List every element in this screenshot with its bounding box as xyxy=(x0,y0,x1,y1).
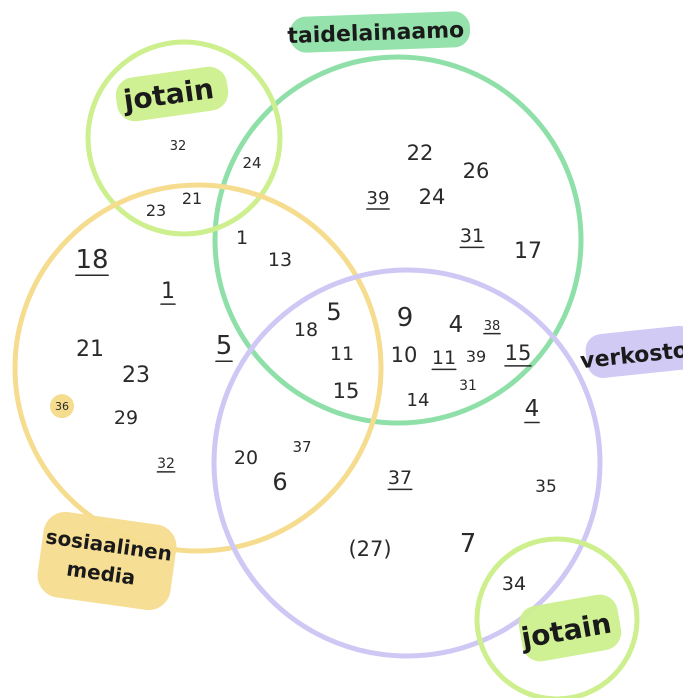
number-0: 32 xyxy=(170,139,187,154)
number-30: 15 xyxy=(505,341,532,365)
number-17: 36 xyxy=(55,400,69,413)
number-26: 38 xyxy=(484,319,501,334)
number-32: 14 xyxy=(407,390,430,411)
label-badges-layer xyxy=(37,11,683,662)
number-37: 37 xyxy=(388,467,412,489)
jotain-bottom-badge xyxy=(518,594,622,662)
numbers-layer: 32 24 23 21 22 26 39 24 31 17 1 13 18 1 21 23 5 36 29 32 18 5… xyxy=(50,139,557,595)
number-39: (27) xyxy=(348,537,391,561)
number-11: 13 xyxy=(268,249,292,271)
number-10: 1 xyxy=(236,227,248,249)
number-35: 37 xyxy=(292,438,311,456)
number-18: 29 xyxy=(114,407,138,429)
number-31: 31 xyxy=(459,378,477,394)
verkostot-badge xyxy=(585,325,683,378)
circle-jotain-bottom xyxy=(474,536,640,698)
circle-jotain-top xyxy=(85,39,283,237)
number-9: 17 xyxy=(514,239,542,264)
number-1: 24 xyxy=(242,154,261,172)
sosiaalinen-badge xyxy=(37,511,177,611)
highlight-dot xyxy=(50,394,74,419)
number-5: 26 xyxy=(463,159,490,183)
number-29: 39 xyxy=(466,347,486,366)
circle-sosiaalinen-media xyxy=(12,182,384,554)
number-38: 35 xyxy=(535,477,557,497)
number-2: 23 xyxy=(146,201,166,220)
number-25: 4 xyxy=(449,312,464,338)
circle-taidelainaamo xyxy=(212,54,584,426)
number-16: 5 xyxy=(216,331,233,361)
label-taidelainaamo: taidelainaamo xyxy=(287,18,465,49)
number-13: 1 xyxy=(161,279,175,304)
number-22: 11 xyxy=(330,343,354,365)
number-33: 4 xyxy=(525,396,540,422)
number-20: 18 xyxy=(294,319,318,341)
jotain-top-badge xyxy=(115,66,229,122)
circles-layer xyxy=(12,39,640,698)
taidelainaamo-badge xyxy=(289,11,471,53)
number-19: 32 xyxy=(157,456,175,472)
number-7: 24 xyxy=(419,185,446,209)
number-14: 21 xyxy=(76,337,104,362)
number-28: 11 xyxy=(432,347,456,369)
number-15: 23 xyxy=(122,363,150,388)
number-36: 6 xyxy=(272,468,287,496)
number-23: 15 xyxy=(333,379,360,403)
number-27: 10 xyxy=(391,343,418,367)
number-6: 39 xyxy=(367,188,390,209)
number-3: 21 xyxy=(182,189,202,208)
number-24: 9 xyxy=(397,303,414,333)
number-4: 22 xyxy=(407,141,434,165)
number-41: 34 xyxy=(502,573,526,595)
number-12: 18 xyxy=(75,245,108,275)
number-34: 20 xyxy=(234,447,258,469)
number-21: 5 xyxy=(326,298,341,326)
circle-verkostot xyxy=(211,267,603,659)
number-40: 7 xyxy=(460,529,477,559)
number-8: 31 xyxy=(460,225,484,247)
